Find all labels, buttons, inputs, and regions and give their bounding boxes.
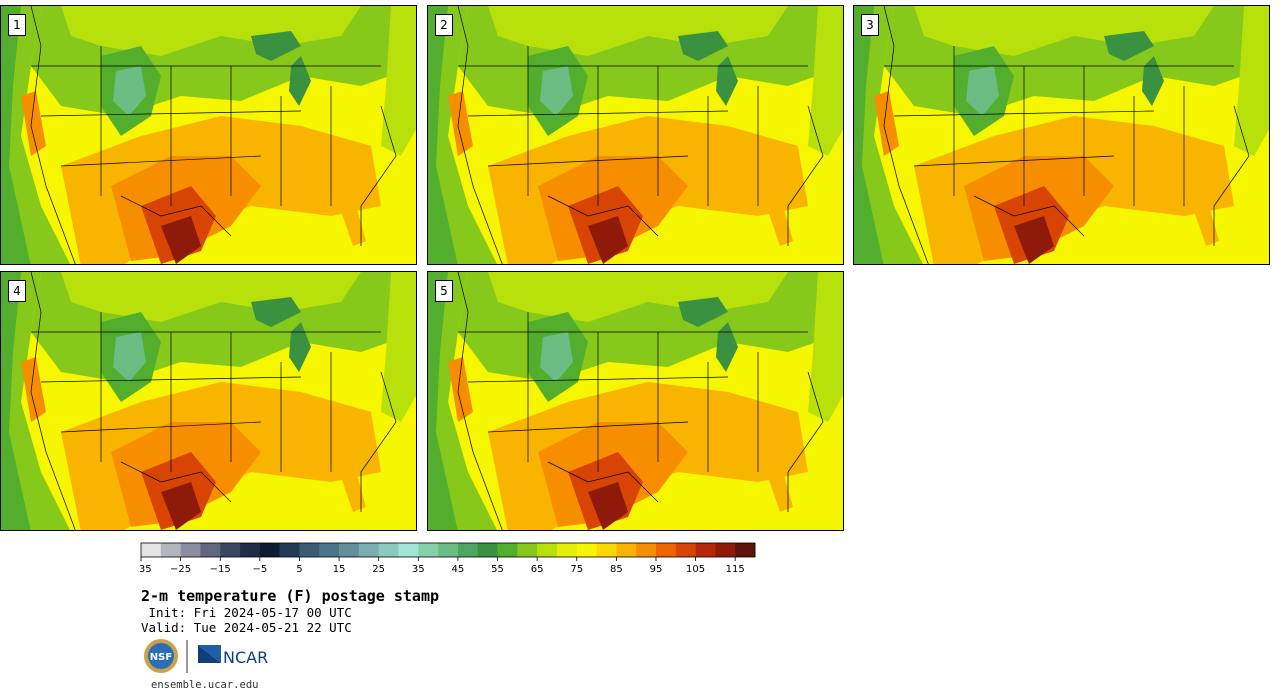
map-panel-4: 4 xyxy=(0,271,417,531)
colorbar-tick-label: 15 xyxy=(333,564,346,574)
init-time: Init: Fri 2024-05-17 00 UTC xyxy=(141,605,352,620)
map-panel-1: 1 xyxy=(0,5,417,265)
colorbar-swatch xyxy=(319,543,340,557)
colorbar-tick-label: 65 xyxy=(531,564,544,574)
colorbar-swatch xyxy=(477,543,498,557)
colorbar-swatch xyxy=(299,543,320,557)
colorbar-tick-label: 35 xyxy=(412,564,425,574)
figure-title: 2-m temperature (F) postage stamp xyxy=(141,587,440,605)
colorbar-swatch xyxy=(517,543,538,557)
footer-url: ensemble.ucar.edu xyxy=(151,679,259,691)
colorbar-swatch xyxy=(378,543,399,557)
colorbar-swatch xyxy=(596,543,617,557)
map-panel-5: 5 xyxy=(427,271,844,531)
colorbar-swatch xyxy=(497,543,518,557)
colorbar-swatch xyxy=(576,543,597,557)
colorbar-tick-label: 115 xyxy=(726,564,745,574)
colorbar-tick-label: 45 xyxy=(452,564,465,574)
map-panel-2: 2 xyxy=(427,5,844,265)
colorbar-swatch xyxy=(200,543,221,557)
colorbar-swatch xyxy=(438,543,459,557)
colorbar-swatch xyxy=(339,543,360,557)
colorbar-swatch xyxy=(695,543,716,557)
ncar-logo-text: NCAR xyxy=(223,648,268,667)
colorbar-swatch xyxy=(457,543,479,557)
temperature-map xyxy=(1,6,416,264)
nsf-logo-text: NSF xyxy=(150,652,172,663)
colorbar-tick-label: 5 xyxy=(296,564,302,574)
colorbar-swatch xyxy=(655,543,677,557)
colorbar-swatch xyxy=(180,543,201,557)
panel-number: 5 xyxy=(435,280,453,302)
colorbar-tick-label: −25 xyxy=(170,564,191,574)
temperature-map xyxy=(428,6,843,264)
colorbar-swatch xyxy=(675,543,696,557)
colorbar-swatch xyxy=(616,543,637,557)
colorbar-tick-label: 55 xyxy=(491,564,504,574)
colorbar-swatch xyxy=(358,543,379,557)
panel-number: 2 xyxy=(435,14,453,36)
colorbar-swatch xyxy=(735,543,756,557)
panel-number: 1 xyxy=(8,14,26,36)
logos: NSF NCAR xyxy=(144,639,268,673)
colorbar-swatch xyxy=(398,543,419,557)
colorbar-tick-label: −15 xyxy=(210,564,231,574)
ncar-logo: NCAR xyxy=(198,645,268,667)
colorbar-swatch xyxy=(240,543,261,557)
map-panel-3: 3 xyxy=(853,5,1270,265)
colorbar-swatch xyxy=(141,543,162,557)
temperature-map xyxy=(1,272,416,530)
colorbar-swatch xyxy=(556,543,578,557)
colorbar-tick-label: −35 xyxy=(140,564,152,574)
temperature-map xyxy=(854,6,1269,264)
colorbar-swatch xyxy=(279,543,300,557)
colorbar-swatch xyxy=(259,543,280,557)
colorbar-swatch xyxy=(715,543,736,557)
colorbar-tick-label: 85 xyxy=(610,564,623,574)
colorbar-swatch xyxy=(220,543,241,557)
temperature-map xyxy=(428,272,843,530)
panel-number: 3 xyxy=(861,14,879,36)
colorbar-swatch xyxy=(160,543,181,557)
colorbar-swatch xyxy=(418,543,439,557)
colorbar-tick-label: 25 xyxy=(372,564,385,574)
colorbar: −35 −25 −15 −5 5 15 25 35 45 55 65 75 85 95 105 115 xyxy=(140,542,756,574)
valid-time: Valid: Tue 2024-05-21 22 UTC xyxy=(141,620,352,635)
colorbar-swatch xyxy=(636,543,657,557)
colorbar-tick-label: −5 xyxy=(252,564,267,574)
colorbar-border xyxy=(140,542,756,558)
nsf-logo: NSF xyxy=(144,639,178,673)
panel-number: 4 xyxy=(8,280,26,302)
colorbar-tick-label: 105 xyxy=(686,564,705,574)
colorbar-tick-label: 95 xyxy=(650,564,663,574)
colorbar-tick-label: 75 xyxy=(570,564,583,574)
colorbar-swatch xyxy=(537,543,558,557)
